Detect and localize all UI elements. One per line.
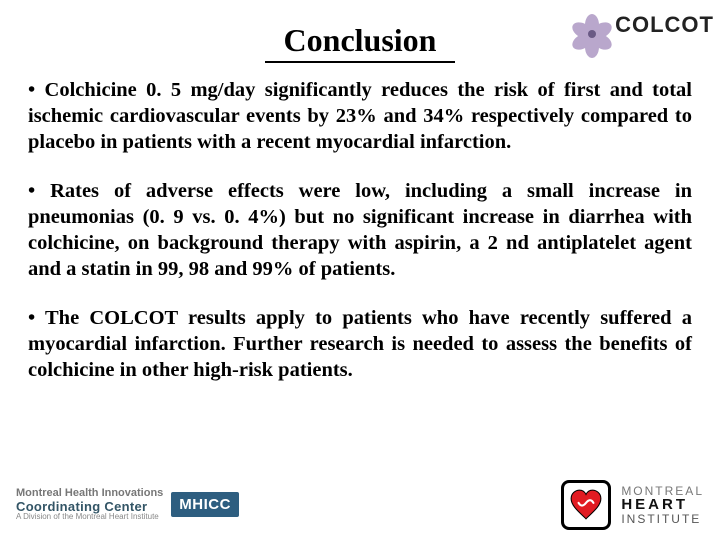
brand-name: COLCOT [615,12,714,38]
mhi-text: MONTREAL HEART INSTITUTE [621,485,704,526]
mhicc-line2: Coordinating Center [16,500,163,514]
title-underline [265,61,455,63]
footer-left-logo: Montreal Health Innovations Coordinating… [16,488,239,522]
heart-icon [561,480,611,530]
mhi-line3: INSTITUTE [621,513,704,526]
bullet-2: • Rates of adverse effects were low, inc… [28,178,692,283]
bullet-3: • The COLCOT results apply to patients w… [28,305,692,384]
slide: COLCOT Conclusion • Colchicine 0. 5 mg/d… [0,0,720,540]
mhi-line2: HEART [621,497,704,513]
brand-logo: COLCOT [571,4,714,46]
footer: Montreal Health Innovations Coordinating… [16,480,704,530]
mhicc-text: Montreal Health Innovations Coordinating… [16,488,163,522]
mhicc-badge: MHICC [171,492,239,517]
mhicc-line3: A Division of the Montreal Heart Institu… [16,513,163,521]
bullet-1: • Colchicine 0. 5 mg/day significantly r… [28,77,692,156]
flower-icon [571,4,613,46]
footer-right-logo: MONTREAL HEART INSTITUTE [561,480,704,530]
